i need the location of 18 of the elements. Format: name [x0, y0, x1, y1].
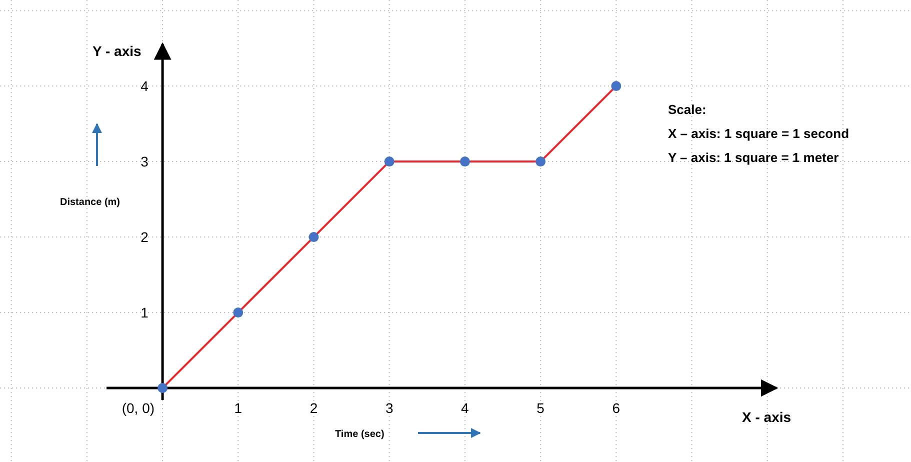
annotation: Y - axis	[92, 43, 142, 59]
annotation: (0, 0)	[122, 400, 155, 416]
y-tick-label: 1	[140, 304, 149, 321]
y-tick-label: 3	[140, 154, 149, 170]
annotation: Y – axis: 1 square = 1 meter	[668, 150, 839, 165]
annotation: X – axis: 1 square = 1 second	[668, 126, 850, 141]
annotation: X - axis	[742, 409, 792, 425]
y-axis-title: Distance (m)	[60, 197, 120, 208]
x-tick-label: 4	[461, 400, 470, 416]
x-tick-label: 3	[385, 400, 394, 416]
y-tick-label: 4	[140, 78, 149, 94]
annotation: Scale:	[668, 102, 706, 117]
x-tick-label: 6	[612, 400, 620, 416]
x-tick-label: 1	[234, 400, 242, 416]
x-tick-label: 2	[310, 400, 318, 416]
y-tick-label: 2	[140, 229, 149, 246]
x-tick-label: 5	[536, 400, 545, 416]
x-axis-title: Time (sec)	[335, 429, 384, 440]
